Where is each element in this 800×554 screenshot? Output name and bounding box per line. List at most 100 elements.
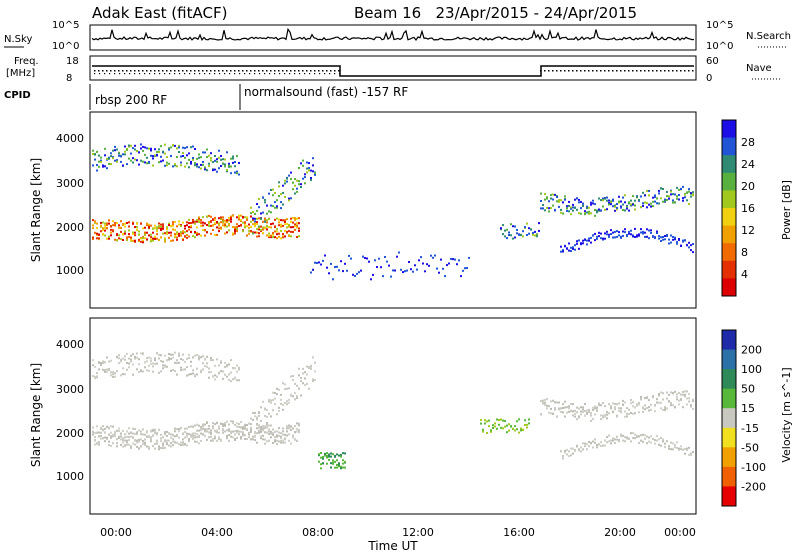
data-cell: [554, 193, 556, 196]
data-cell: [270, 415, 272, 418]
data-cell: [212, 427, 214, 430]
data-cell: [504, 229, 506, 232]
data-cell: [660, 236, 662, 239]
data-cell: [254, 439, 256, 442]
data-cell: [132, 231, 134, 234]
xtick: 12:00: [402, 526, 434, 539]
data-cell: [286, 180, 288, 183]
data-cell: [222, 431, 224, 434]
data-cell: [648, 229, 650, 232]
data-cell: [220, 360, 222, 363]
data-cell: [252, 436, 254, 439]
data-cell: [212, 375, 214, 378]
data-cell: [198, 166, 200, 169]
data-cell: [228, 162, 230, 165]
data-cell: [276, 230, 278, 233]
data-cell: [120, 238, 122, 241]
data-cell: [120, 230, 122, 233]
data-cell: [616, 403, 618, 406]
data-cell: [582, 239, 584, 242]
nave-dot: [250, 70, 252, 72]
data-cell: [152, 239, 154, 242]
data-cell: [136, 225, 138, 228]
nave-dot: [244, 73, 246, 75]
data-cell: [186, 146, 188, 149]
data-cell: [482, 428, 484, 431]
data-cell: [686, 447, 688, 450]
data-cell: [190, 373, 192, 375]
data-cell: [274, 439, 276, 442]
nave-dot: [218, 70, 220, 72]
data-cell: [260, 425, 262, 428]
data-cell: [204, 229, 206, 232]
data-cell: [274, 201, 276, 204]
data-cell: [274, 230, 276, 233]
data-cell: [282, 203, 284, 206]
data-cell: [124, 222, 126, 225]
data-cell: [146, 147, 148, 150]
data-cell: [154, 447, 156, 450]
data-cell: [248, 229, 250, 232]
data-cell: [628, 437, 630, 440]
data-cell: [258, 232, 260, 235]
data-cell: [692, 251, 694, 254]
data-cell: [138, 363, 140, 366]
data-cell: [676, 195, 678, 198]
data-cell: [622, 399, 624, 402]
nsky-tick-low: 10^0: [52, 41, 79, 52]
data-cell: [654, 196, 656, 199]
data-cell: [614, 438, 616, 441]
data-cell: [616, 208, 618, 211]
data-cell: [120, 160, 122, 163]
data-cell: [220, 422, 222, 425]
data-cell: [112, 224, 114, 227]
data-cell: [666, 397, 668, 400]
data-cell: [614, 406, 616, 408]
data-cell: [134, 355, 136, 358]
nave-tick-low: 0: [706, 73, 712, 84]
data-cell: [268, 400, 270, 403]
data-cell: [272, 205, 274, 208]
data-cell: [454, 258, 456, 261]
nave-dot: [604, 70, 606, 72]
data-cell: [190, 224, 192, 227]
data-cell: [248, 436, 250, 439]
data-cell: [198, 216, 200, 219]
data-cell: [598, 231, 600, 234]
data-cell: [604, 405, 606, 408]
data-cell: [202, 229, 204, 232]
data-cell: [598, 209, 600, 212]
data-cell: [598, 235, 600, 238]
data-cell: [92, 227, 94, 230]
data-cell: [142, 370, 144, 373]
data-cell: [120, 220, 122, 223]
data-cell: [468, 256, 470, 259]
data-cell: [172, 143, 174, 146]
data-cell: [676, 441, 678, 444]
nave-dot: [339, 73, 341, 75]
power-ytick: 1000: [56, 264, 84, 277]
nave-dot: [588, 70, 590, 72]
data-cell: [536, 233, 538, 236]
data-cell: [190, 160, 192, 163]
data-cell: [264, 227, 266, 230]
data-cell: [542, 399, 544, 402]
nave-dot: [219, 73, 221, 75]
data-cell: [690, 404, 692, 407]
data-cell: [190, 365, 192, 368]
data-cell: [160, 440, 162, 443]
data-cell: [308, 387, 310, 390]
data-cell: [568, 450, 570, 453]
nave-dot: [129, 73, 131, 75]
data-cell: [208, 376, 210, 379]
data-cell: [644, 235, 646, 238]
data-cell: [224, 225, 226, 228]
data-cell: [602, 416, 604, 419]
data-cell: [174, 228, 176, 231]
data-cell: [556, 196, 558, 198]
data-cell: [662, 236, 664, 238]
nave-dot: [164, 73, 166, 75]
data-cell: [188, 218, 190, 221]
data-cell: [280, 207, 282, 210]
